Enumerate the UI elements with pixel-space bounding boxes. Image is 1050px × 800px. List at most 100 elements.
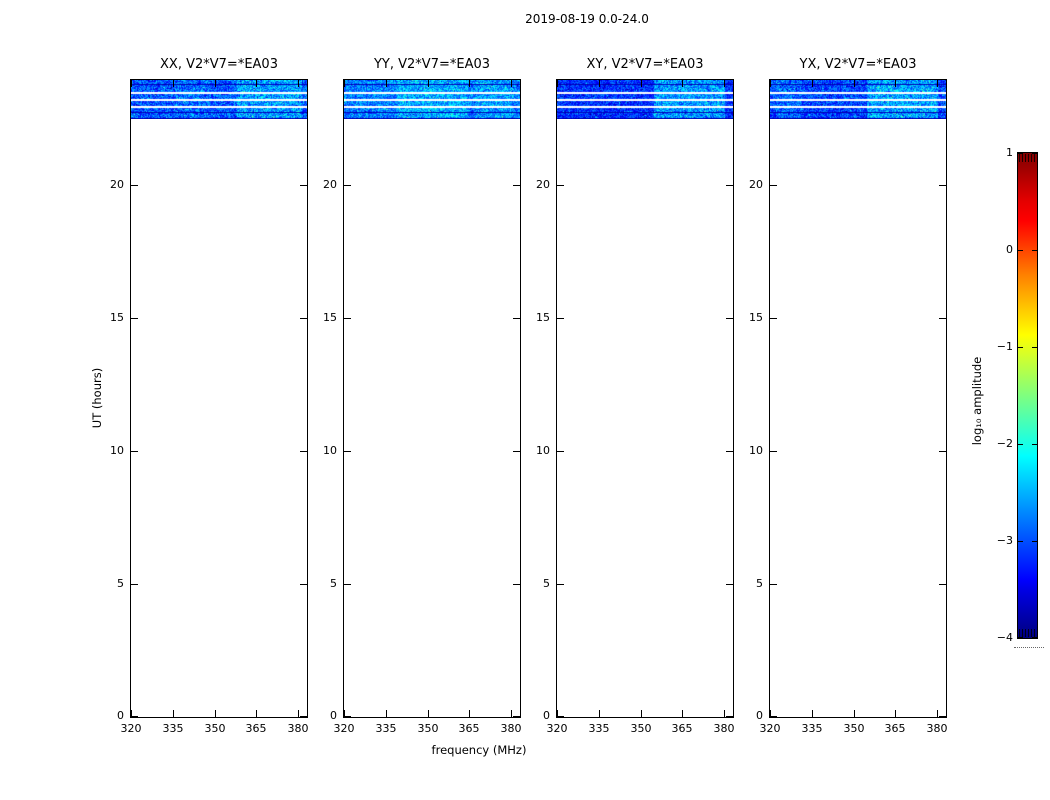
x-tick — [724, 80, 725, 87]
colorbar-tick — [1018, 347, 1023, 348]
y-tick — [131, 716, 138, 717]
panel-xy — [556, 79, 734, 718]
y-tick-label: 20 — [110, 178, 124, 191]
colorbar-tick — [1032, 347, 1037, 348]
x-tick — [173, 710, 174, 717]
colorbar-tick — [1018, 250, 1023, 251]
x-tick — [469, 710, 470, 717]
colorbar-tick — [1032, 153, 1037, 154]
y-tick — [726, 318, 733, 319]
x-tick-label: 380 — [500, 722, 522, 735]
x-tick — [770, 80, 771, 87]
y-tick — [300, 451, 307, 452]
colorbar-tick — [1032, 637, 1037, 638]
colorbar-dotted-edge — [1014, 647, 1044, 648]
y-tick — [513, 584, 520, 585]
x-tick-label: 320 — [759, 722, 781, 735]
y-tick — [513, 318, 520, 319]
x-tick-label: 320 — [546, 722, 568, 735]
y-tick-label: 20 — [536, 178, 550, 191]
x-tick-label: 320 — [333, 722, 355, 735]
y-tick-label: 15 — [323, 311, 337, 324]
y-tick-label: 20 — [749, 178, 763, 191]
colorbar-tick — [1032, 444, 1037, 445]
x-tick — [895, 80, 896, 87]
panel-title-xy: XY, V2*V7=*EA03 — [586, 57, 704, 72]
y-tick — [726, 451, 733, 452]
y-tick-label: 0 — [330, 709, 337, 722]
x-tick-label: 335 — [588, 722, 610, 735]
x-tick — [386, 710, 387, 717]
x-tick — [428, 80, 429, 87]
x-tick — [599, 710, 600, 717]
spectrogram-data-xx — [131, 80, 307, 119]
colorbar-tick-label: −3 — [996, 534, 1013, 547]
x-tick-label: 350 — [204, 722, 226, 735]
y-tick-label: 0 — [543, 709, 550, 722]
y-tick — [557, 451, 564, 452]
x-tick — [812, 80, 813, 87]
x-tick — [937, 710, 938, 717]
y-tick — [939, 318, 946, 319]
colorbar-tick — [1018, 637, 1023, 638]
x-tick-label: 365 — [671, 722, 693, 735]
y-tick — [770, 451, 777, 452]
y-tick-label: 0 — [117, 709, 124, 722]
spectrogram-data-xy — [557, 80, 733, 119]
figure-title: 2019-08-19 0.0-24.0 — [525, 12, 649, 26]
colorbar-tick-label: −1 — [996, 340, 1013, 353]
y-tick-label: 15 — [110, 311, 124, 324]
y-tick — [557, 318, 564, 319]
spectrogram-data-yx — [770, 80, 946, 119]
colorbar-hatch-top — [1019, 154, 1036, 162]
x-tick — [428, 710, 429, 717]
x-tick-label: 365 — [884, 722, 906, 735]
colorbar-tick-label: 0 — [1006, 243, 1013, 256]
x-tick — [854, 710, 855, 717]
panel-title-yx: YX, V2*V7=*EA03 — [799, 57, 917, 72]
panel-title-yy: YY, V2*V7=*EA03 — [373, 57, 491, 72]
x-tick — [724, 710, 725, 717]
y-tick — [939, 716, 946, 717]
x-tick-label: 320 — [120, 722, 142, 735]
colorbar-tick — [1018, 153, 1023, 154]
colorbar-tick-label: 1 — [1006, 146, 1013, 159]
y-tick — [300, 318, 307, 319]
x-tick — [298, 80, 299, 87]
y-tick — [939, 451, 946, 452]
x-tick-label: 350 — [417, 722, 439, 735]
y-tick — [770, 584, 777, 585]
x-tick-label: 350 — [843, 722, 865, 735]
x-tick-label: 350 — [630, 722, 652, 735]
y-tick-label: 15 — [749, 311, 763, 324]
colorbar-tick-label: −2 — [996, 437, 1013, 450]
y-tick — [344, 716, 351, 717]
x-tick — [215, 710, 216, 717]
colorbar — [1017, 152, 1038, 639]
x-tick — [173, 80, 174, 87]
y-tick — [770, 318, 777, 319]
x-tick — [599, 80, 600, 87]
x-tick-label: 335 — [162, 722, 184, 735]
colorbar-tick — [1032, 250, 1037, 251]
x-tick-label: 380 — [926, 722, 948, 735]
y-tick-label: 10 — [323, 444, 337, 457]
x-tick-label: 365 — [245, 722, 267, 735]
x-tick — [641, 710, 642, 717]
colorbar-gradient — [1018, 153, 1037, 638]
y-tick — [939, 185, 946, 186]
y-tick — [726, 584, 733, 585]
spectrogram-data-yy — [344, 80, 520, 119]
panel-yy — [343, 79, 521, 718]
colorbar-tick — [1032, 541, 1037, 542]
y-tick-label: 5 — [543, 577, 550, 590]
y-tick — [131, 451, 138, 452]
x-tick — [344, 80, 345, 87]
y-tick — [770, 185, 777, 186]
y-tick-label: 0 — [756, 709, 763, 722]
x-tick — [557, 710, 558, 717]
x-tick — [854, 80, 855, 87]
x-tick-label: 335 — [801, 722, 823, 735]
y-tick — [344, 318, 351, 319]
